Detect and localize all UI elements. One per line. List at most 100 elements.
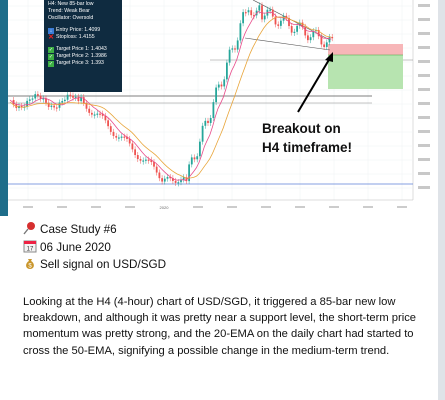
candle bbox=[239, 23, 242, 41]
pushpin-icon bbox=[23, 221, 39, 238]
case-title-row: Case Study #6 bbox=[23, 221, 166, 239]
target-zone bbox=[328, 55, 403, 89]
candle bbox=[37, 94, 39, 96]
candle bbox=[120, 136, 123, 138]
candle bbox=[12, 100, 15, 105]
candle bbox=[290, 26, 293, 33]
candle bbox=[277, 24, 280, 26]
svg-text:17: 17 bbox=[27, 246, 34, 252]
candle bbox=[99, 113, 101, 115]
x-tick-mark bbox=[125, 206, 135, 208]
stoploss-row: ✕ Stoploss: 1.4155 bbox=[48, 34, 118, 41]
info-line-2: Trend: Weak Bear bbox=[48, 8, 90, 14]
candle bbox=[82, 97, 85, 104]
candle bbox=[285, 15, 288, 18]
candle bbox=[209, 117, 212, 123]
candle bbox=[201, 125, 204, 142]
case-signal-row: $ Sell signal on USD/SGD bbox=[23, 256, 166, 274]
candle bbox=[323, 44, 325, 47]
candle bbox=[126, 136, 128, 139]
candle bbox=[104, 115, 107, 121]
target-1: Target Price 1: 1.4043 bbox=[56, 46, 107, 52]
candle bbox=[91, 112, 93, 115]
candle bbox=[85, 103, 88, 109]
check-icon: ✓ bbox=[48, 53, 54, 60]
candle bbox=[131, 143, 134, 150]
x-tick-mark bbox=[363, 206, 373, 208]
candle bbox=[317, 29, 320, 37]
candle bbox=[231, 48, 234, 50]
y-tick-label bbox=[418, 32, 430, 35]
chart-area: 2020 H4: New 85-bar low Trend: Weak Bear… bbox=[0, 0, 430, 216]
entry-price-row: ↓ Entry Price: 1.4099 bbox=[48, 27, 118, 34]
candle bbox=[93, 114, 96, 116]
candle bbox=[147, 159, 150, 161]
candle bbox=[42, 98, 45, 100]
signal-info-panel: H4: New 85-bar low Trend: Weak Bear Osci… bbox=[44, 0, 122, 92]
candle bbox=[115, 135, 118, 138]
candle bbox=[47, 102, 50, 107]
ema-slow-line bbox=[9, 16, 332, 179]
x-tick-mark bbox=[397, 206, 407, 208]
candle bbox=[236, 40, 239, 50]
candle bbox=[123, 136, 126, 138]
candle bbox=[134, 149, 136, 156]
candle bbox=[107, 120, 109, 127]
y-tick-label bbox=[418, 144, 430, 147]
breakout-arrowhead bbox=[325, 52, 333, 62]
trend-line-2 bbox=[244, 37, 331, 51]
candle bbox=[215, 87, 217, 103]
candle bbox=[136, 155, 139, 160]
candle bbox=[163, 178, 166, 182]
candle bbox=[220, 84, 223, 87]
candle bbox=[234, 48, 236, 50]
target-2-row: ✓ Target Price 2: 1.3986 bbox=[48, 53, 118, 60]
y-tick-label bbox=[418, 46, 430, 49]
candle bbox=[20, 105, 23, 108]
candle bbox=[301, 22, 304, 27]
candle bbox=[247, 10, 250, 13]
candle bbox=[190, 157, 193, 165]
candle bbox=[217, 84, 220, 88]
x-tick-label: 2020 bbox=[160, 205, 170, 210]
candle bbox=[298, 22, 301, 26]
candle bbox=[320, 36, 323, 45]
money-bag-icon: $ bbox=[23, 256, 39, 273]
candle bbox=[169, 177, 172, 179]
candle bbox=[50, 105, 53, 107]
scrollbar[interactable] bbox=[438, 0, 445, 400]
candle bbox=[325, 42, 328, 47]
entry-icon: ↓ bbox=[48, 27, 54, 34]
candle bbox=[261, 5, 263, 20]
candle bbox=[244, 12, 247, 14]
svg-text:$: $ bbox=[28, 264, 32, 270]
y-tick-label bbox=[418, 88, 430, 91]
candle bbox=[118, 137, 120, 139]
candle bbox=[269, 9, 271, 11]
candle bbox=[242, 12, 244, 24]
target-3: Target Price 3: 1.393 bbox=[56, 60, 104, 66]
entry-price: Entry Price: 1.4099 bbox=[56, 27, 101, 33]
y-tick-label bbox=[418, 18, 430, 21]
y-tick-label bbox=[418, 102, 430, 105]
candle bbox=[28, 99, 31, 101]
check-icon: ✓ bbox=[48, 60, 54, 67]
candle bbox=[312, 31, 315, 38]
candle bbox=[258, 5, 261, 11]
candle bbox=[77, 96, 80, 102]
candle bbox=[331, 36, 334, 39]
candle bbox=[193, 157, 196, 160]
candle bbox=[55, 107, 58, 109]
y-tick-label bbox=[418, 158, 430, 161]
candle bbox=[64, 99, 66, 102]
candle bbox=[109, 126, 112, 132]
y-tick-label bbox=[418, 60, 430, 63]
candle bbox=[161, 178, 163, 182]
candle bbox=[293, 31, 296, 33]
candle bbox=[69, 94, 72, 96]
candle bbox=[280, 20, 282, 26]
candle bbox=[101, 113, 104, 116]
candle bbox=[112, 131, 115, 136]
candle bbox=[80, 97, 82, 102]
candle bbox=[263, 15, 266, 20]
